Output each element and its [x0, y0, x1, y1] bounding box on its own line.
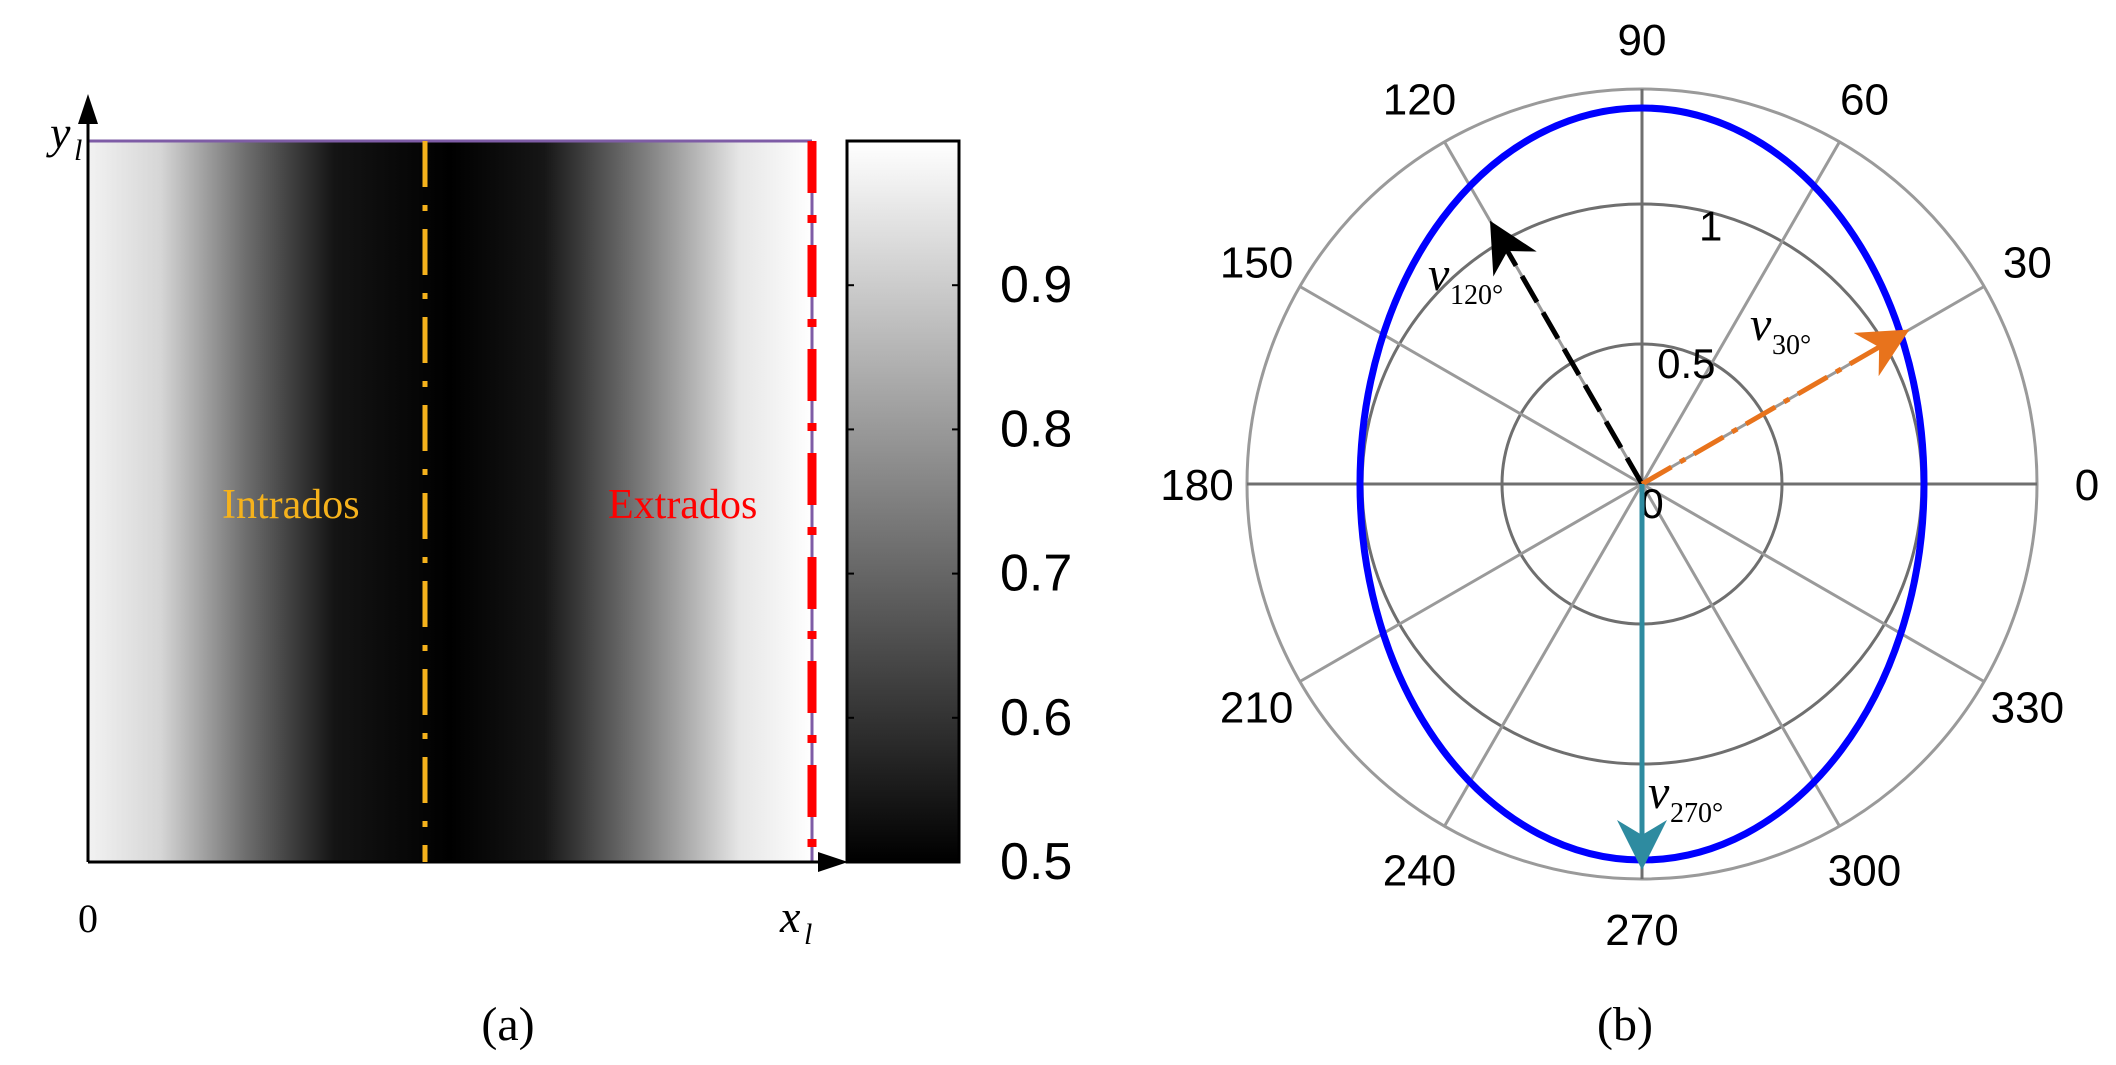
velocity-vectors: v 120°v 30°v 270° [1428, 220, 1910, 870]
grid-spoke [1640, 141, 1841, 485]
y-axis-label: y [46, 107, 71, 158]
grid-spoke [1299, 285, 1643, 486]
angle-label: 90 [1618, 16, 1667, 65]
colorbar-tick-label: 0.5 [1000, 833, 1072, 891]
field-image [88, 141, 812, 862]
angle-label: 150 [1220, 239, 1293, 288]
caption-a: (a) [481, 998, 534, 1051]
extrados-label: Extrados [608, 482, 757, 528]
grid-spoke [1299, 482, 1643, 683]
vector-30 [1640, 329, 1910, 487]
colorbar-tick-label: 0.9 [1000, 256, 1072, 314]
vector-label-sub-30: 30° [1772, 330, 1811, 361]
angle-label: 30 [2003, 239, 2052, 288]
angle-label: 210 [1220, 684, 1293, 733]
angle-label: 120 [1383, 76, 1456, 125]
polar-angle-labels: 0 30 60 90 120 150 180 210 240 270 300 330 [1160, 16, 2099, 955]
radial-label: 1 [1699, 202, 1722, 249]
grid-spoke [1640, 483, 1841, 827]
colorbar-tick-label: 0.6 [1000, 689, 1072, 747]
colorbar-tick-label: 0.8 [1000, 400, 1072, 458]
angle-label: 180 [1160, 461, 1233, 510]
grid-spoke [1641, 482, 1985, 683]
vector-label-120: v [1428, 248, 1450, 301]
colorbar [845, 139, 961, 864]
y-axis-arrowhead [78, 94, 98, 124]
radial-label: 0.5 [1657, 340, 1715, 387]
panel-a: y l x l 0 Intrados Extrados 0.9 0.8 0.7 0.6… [46, 94, 1072, 1051]
vector-label-30: v [1750, 298, 1772, 351]
intrados-label: Intrados [222, 482, 360, 528]
vector-120 [1489, 220, 1645, 486]
grid-spoke [1443, 483, 1644, 827]
x-axis-arrowhead [818, 852, 848, 872]
angle-label: 270 [1605, 906, 1678, 955]
vector-label-sub-120: 120° [1450, 280, 1503, 311]
angle-label: 240 [1383, 846, 1456, 895]
polar-radial-labels: 00.51 [1640, 202, 1722, 527]
caption-b: (b) [1597, 998, 1653, 1051]
vector-label-270: v [1648, 766, 1670, 819]
x-axis-label: x [779, 891, 801, 942]
angle-label: 330 [1991, 684, 2064, 733]
vector-label-sub-270: 270° [1670, 798, 1723, 829]
colorbar-tick-label: 0.7 [1000, 545, 1072, 603]
y-axis-subscript: l [74, 134, 82, 167]
radial-label: 0 [1640, 480, 1663, 527]
angle-label: 0 [2075, 461, 2099, 510]
angle-label: 60 [1840, 76, 1889, 125]
origin-label: 0 [78, 896, 98, 941]
colorbar-ticks: 0.9 0.8 0.7 0.6 0.5 [847, 256, 1072, 891]
angle-label: 300 [1828, 846, 1901, 895]
x-axis-subscript: l [804, 918, 812, 951]
